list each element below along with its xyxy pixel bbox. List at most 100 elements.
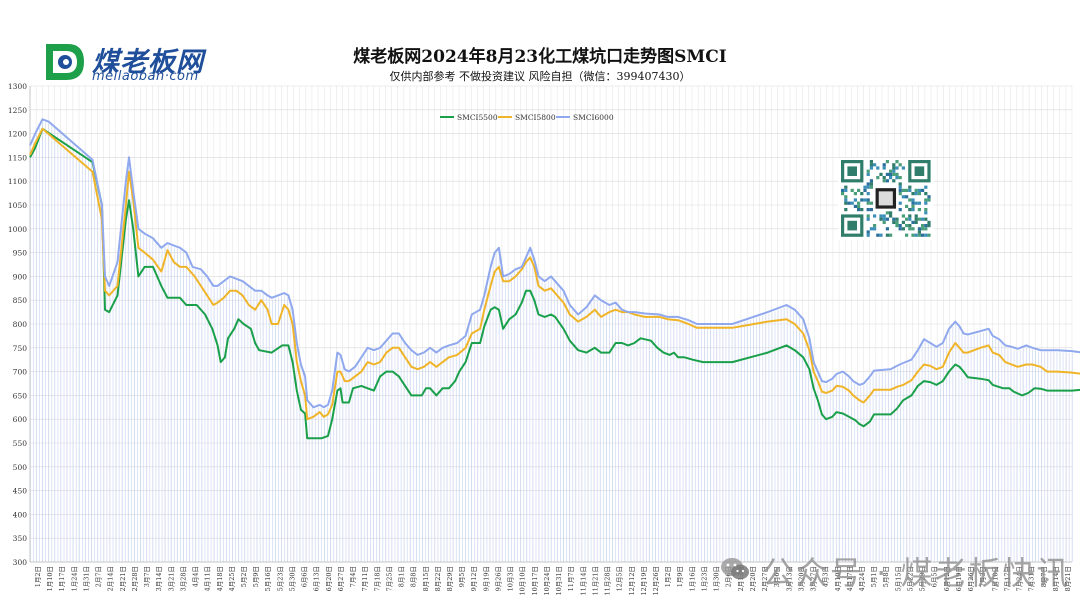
x-tick-label: 10月3日 (507, 566, 515, 591)
qr-module (873, 224, 877, 228)
qr-module (908, 214, 912, 218)
logo-subtext: meilaoban·com (92, 69, 199, 84)
qr-module (905, 188, 909, 192)
qr-module (866, 208, 870, 212)
qr-module (917, 217, 921, 221)
qr-module (908, 208, 912, 212)
qr-module (882, 179, 886, 183)
qr-module (898, 192, 902, 196)
qr-module (885, 172, 889, 176)
qr-module (866, 201, 870, 205)
series-line-smci6000 (29, 118, 1080, 409)
qr-module (857, 188, 861, 192)
qr-module (924, 208, 928, 212)
qr-module (914, 217, 918, 221)
x-tick-label: 2月7日 (95, 566, 103, 587)
qr-module (889, 169, 893, 173)
x-tick-label: 4月10日 (834, 566, 842, 591)
qr-module (898, 182, 902, 186)
series-line-smci5800 (29, 127, 1080, 421)
qr-module (924, 185, 928, 189)
qr-module (892, 217, 896, 221)
qr-module (911, 227, 915, 231)
qr-module (914, 192, 918, 196)
qr-module (889, 233, 893, 237)
qr-module (889, 214, 893, 218)
x-tick-label: 5月16日 (264, 566, 272, 591)
x-tick-label: 8月1日 (398, 566, 406, 587)
qr-module (898, 185, 902, 189)
qr-module (869, 166, 873, 170)
qr-module (863, 198, 867, 202)
x-tick-label: 6月6日 (301, 566, 309, 587)
x-tick-label: 1月16日 (688, 566, 696, 591)
qr-module (882, 214, 886, 218)
y-tick-label: 950 (13, 249, 28, 258)
qr-center-detail (878, 191, 893, 206)
y-tick-label: 1250 (8, 106, 27, 115)
x-tick-label: 7月10日 (991, 566, 999, 591)
x-tick-label: 1月23日 (700, 566, 708, 591)
qr-module (869, 182, 873, 186)
qr-module (911, 208, 915, 212)
qr-module (908, 198, 912, 202)
x-tick-label: 8月22日 (434, 566, 442, 591)
x-tick-label: 7月17日 (1003, 566, 1011, 591)
qr-module (921, 188, 925, 192)
x-axis: 1月2日 1月10日 1月17日 1月24日 1月31日 2月7日 2月14日 2月21日 2月… (30, 561, 1072, 596)
y-tick-label: 600 (13, 415, 28, 424)
x-tick-label: 12月12日 (628, 566, 636, 596)
y-tick-label: 1150 (8, 153, 27, 162)
x-tick-label: 7月24日 (1016, 566, 1024, 591)
x-tick-label: 1月17日 (58, 566, 66, 591)
qr-module (895, 220, 899, 224)
qr-module (841, 188, 845, 192)
y-tick-label: 350 (13, 534, 28, 543)
x-tick-label: 5月8日 (882, 566, 890, 587)
qr-module (866, 169, 870, 173)
qr-module (927, 224, 931, 228)
qr-module (908, 188, 912, 192)
x-tick-label: 2月27日 (761, 566, 769, 591)
x-tick-label: 1月30日 (713, 566, 721, 591)
y-tick-label: 700 (13, 368, 28, 377)
qr-module (914, 220, 918, 224)
qr-module (911, 201, 915, 205)
x-tick-label: 3月28日 (179, 566, 187, 591)
x-tick-label: 2月6日 (725, 566, 733, 587)
qr-module (921, 233, 925, 237)
x-tick-label: 8月21日 (1064, 566, 1072, 591)
qr-finder-core (847, 166, 857, 176)
qr-module (924, 227, 928, 231)
qr-module (882, 163, 886, 167)
qr-module (866, 198, 870, 202)
qr-module (921, 227, 925, 231)
qr-code-icon (838, 158, 934, 240)
qr-module (892, 172, 896, 176)
y-tick-label: 1300 (8, 82, 27, 91)
qr-module (866, 172, 870, 176)
qr-module (866, 185, 870, 189)
qr-module (895, 172, 899, 176)
qr-module (863, 185, 867, 189)
qr-module (857, 208, 861, 212)
x-tick-label: 1月10日 (46, 566, 54, 591)
x-tick-label: 12月5日 (616, 566, 624, 591)
qr-module (921, 224, 925, 228)
x-tick-label: 4月4日 (192, 566, 200, 587)
x-tick-label: 5月22日 (906, 566, 914, 591)
qr-module (850, 188, 854, 192)
y-tick-label: 800 (13, 320, 28, 329)
qr-module (876, 176, 880, 180)
x-tick-label: 3月7日 (143, 566, 151, 587)
x-tick-label: 10月17日 (531, 566, 539, 596)
qr-module (892, 220, 896, 224)
qr-module (860, 192, 864, 196)
x-tick-label: 8月7日 (1040, 566, 1048, 587)
qr-module (901, 227, 905, 231)
x-tick-label: 8月14日 (1052, 566, 1060, 591)
x-tick-label: 4月11日 (204, 566, 212, 591)
x-tick-label: 2月20日 (749, 566, 757, 591)
y-tick-label: 650 (13, 391, 28, 400)
